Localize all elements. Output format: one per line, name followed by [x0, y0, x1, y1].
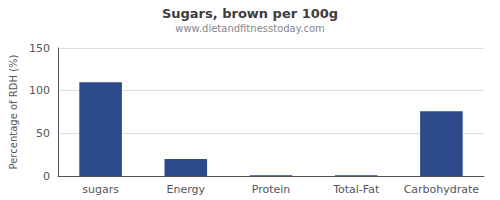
svg-text:www.dietandfitnesstoday.com: www.dietandfitnesstoday.com	[175, 23, 324, 34]
svg-text:Sugars, brown per 100g: Sugars, brown per 100g	[162, 6, 338, 21]
svg-text:Energy: Energy	[167, 183, 206, 196]
svg-text:50: 50	[36, 127, 50, 140]
svg-text:0: 0	[43, 170, 50, 183]
svg-text:sugars: sugars	[82, 183, 119, 196]
svg-text:Protein: Protein	[252, 183, 291, 196]
svg-text:Carbohydrate: Carbohydrate	[404, 183, 480, 196]
svg-text:150: 150	[29, 42, 50, 55]
svg-text:Total-Fat: Total-Fat	[332, 183, 380, 196]
svg-text:100: 100	[29, 84, 50, 97]
svg-text:Percentage of RDH (%): Percentage of RDH (%)	[8, 54, 19, 169]
